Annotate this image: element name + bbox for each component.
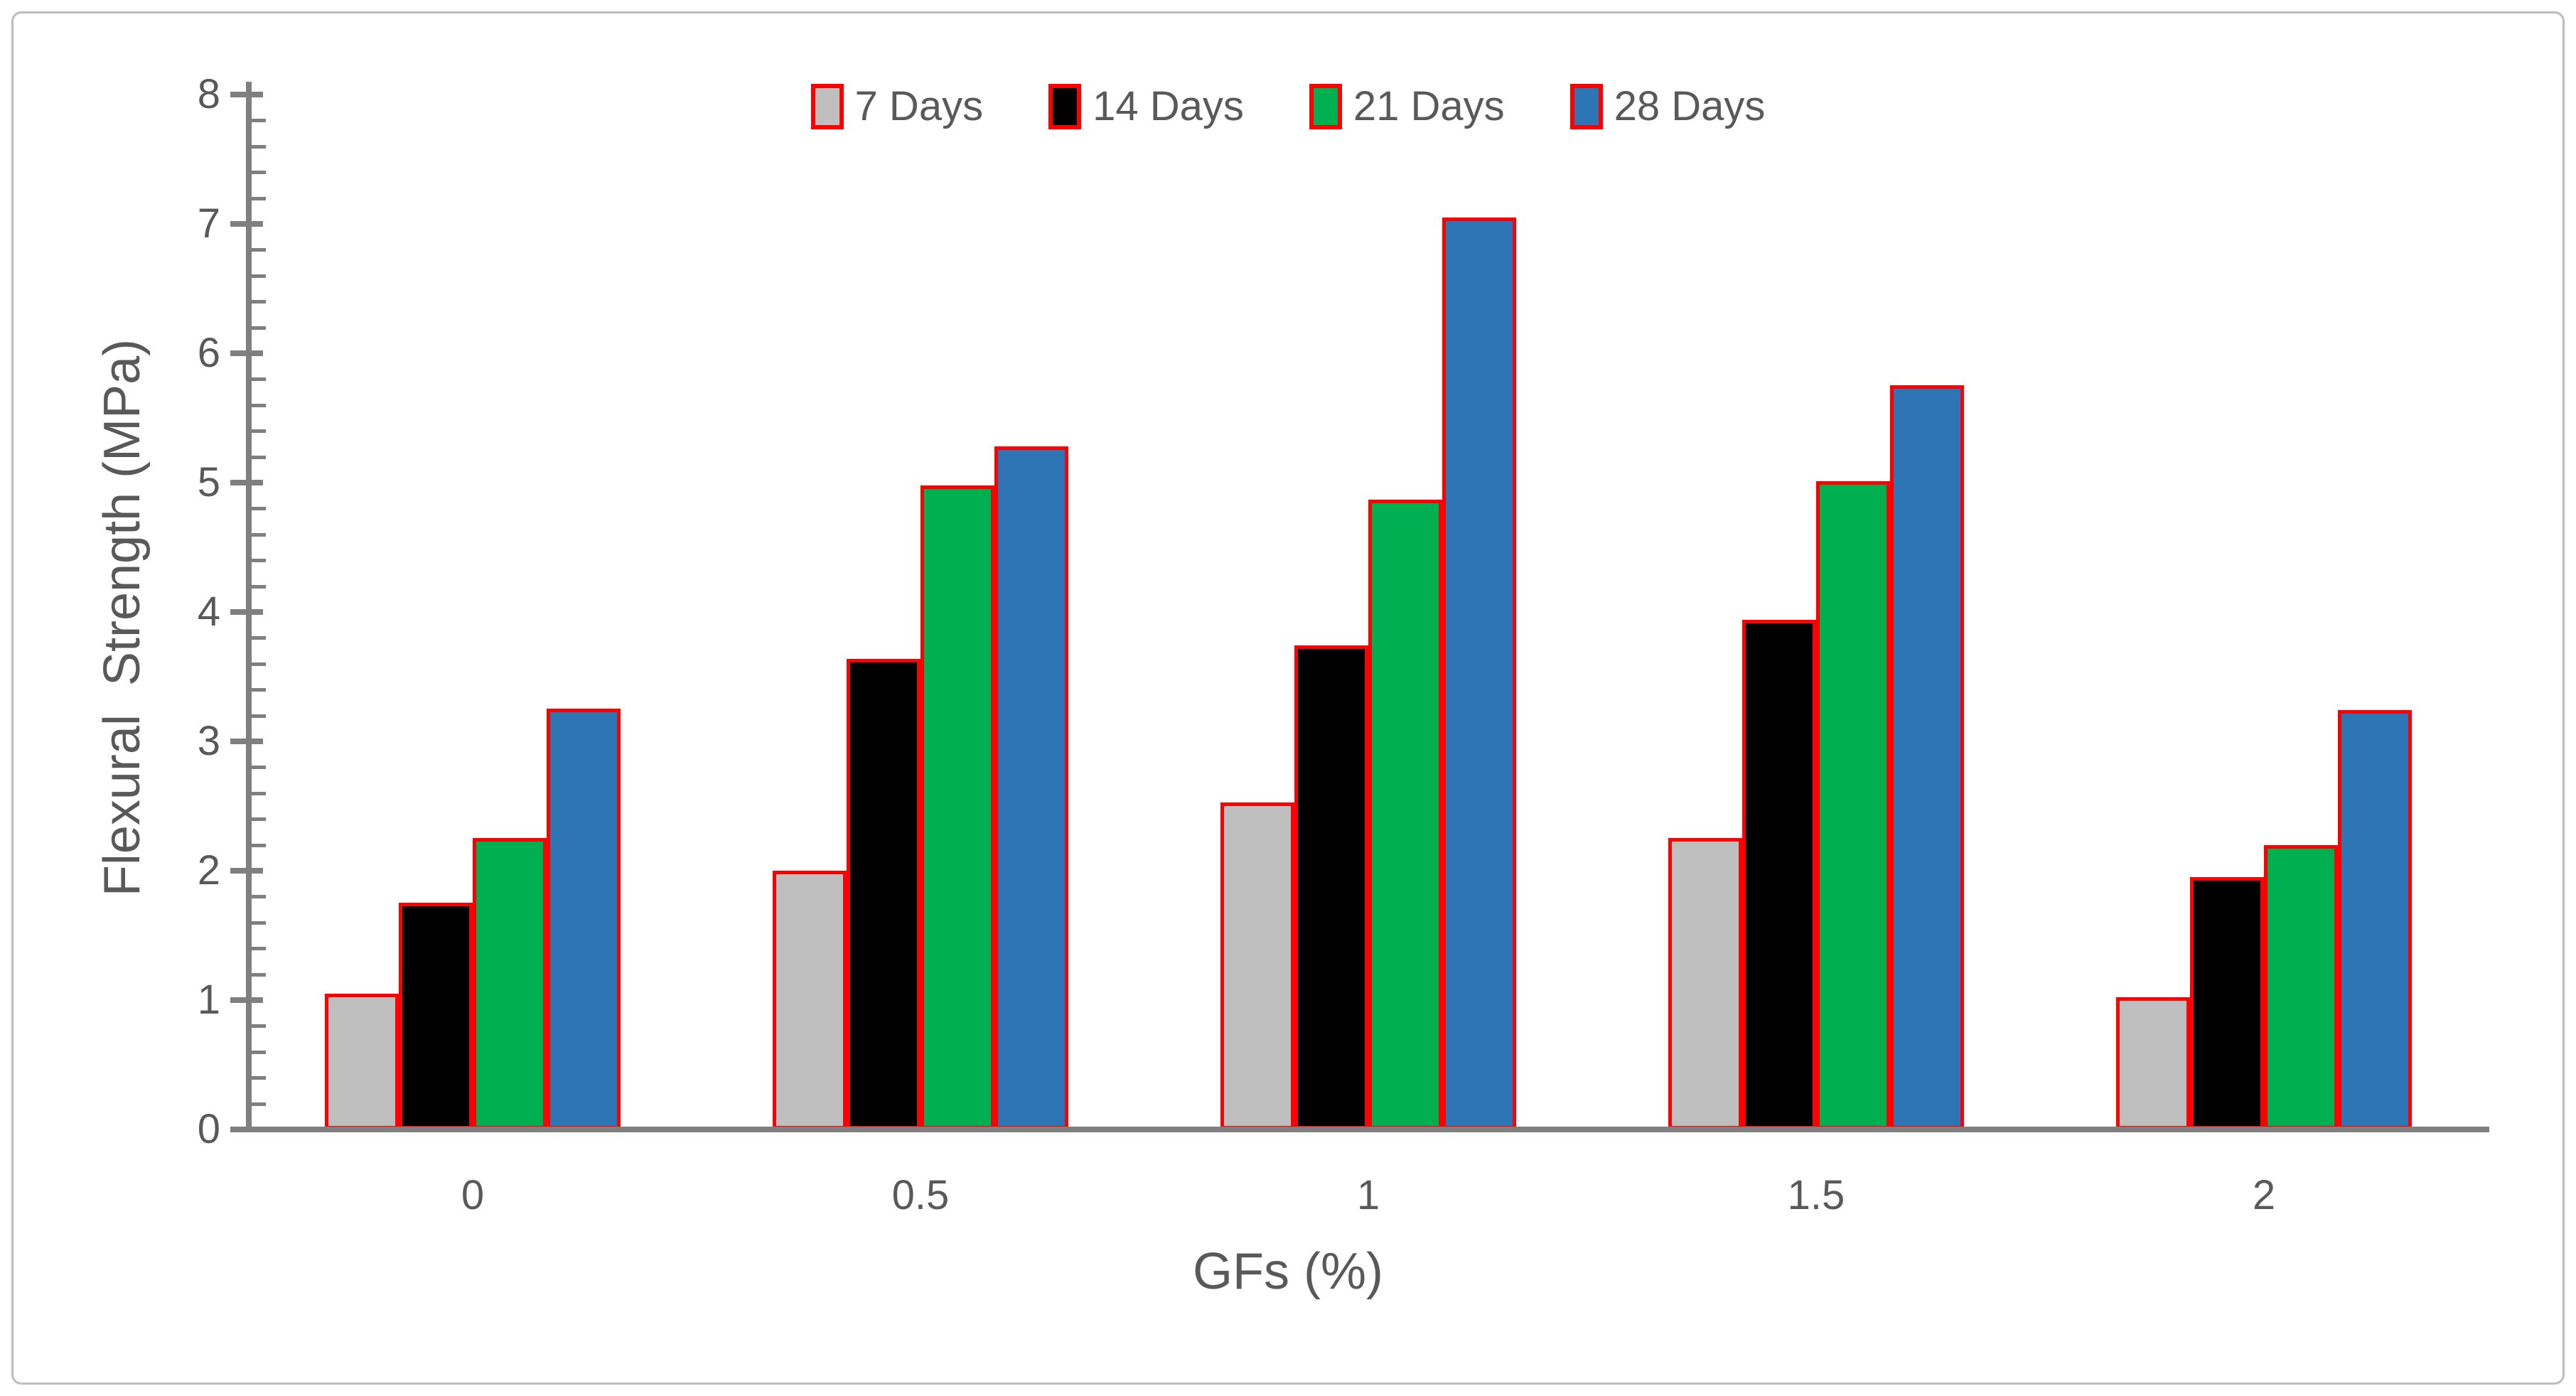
y-minor-tick [250, 688, 266, 692]
y-tick-label: 4 [197, 589, 220, 635]
y-tick-label: 8 [197, 71, 220, 117]
y-tick-label: 0 [197, 1106, 220, 1152]
y-minor-tick [250, 196, 266, 200]
y-minor-tick [250, 1102, 266, 1106]
y-minor-tick [250, 662, 266, 666]
legend-swatch-icon [810, 83, 844, 129]
legend-label: 28 Days [1614, 83, 1766, 129]
bar-21days-gf1.5 [1816, 481, 1890, 1129]
y-minor-tick [250, 714, 266, 718]
y-minor-tick [250, 455, 266, 459]
y-tick-label: 1 [197, 977, 220, 1023]
y-tick-label: 2 [197, 847, 220, 893]
y-minor-tick [250, 274, 266, 278]
bar-21days-gf2 [2264, 845, 2338, 1129]
x-axis-title: GFs (%) [1193, 1243, 1383, 1300]
bar-14days-gf0.5 [847, 659, 921, 1129]
bar-14days-gf2 [2190, 877, 2264, 1129]
y-minor-tick [250, 1050, 266, 1054]
y-tick-label: 5 [197, 459, 220, 505]
legend-item-14days: 14 Days [1048, 82, 1244, 130]
y-minor-tick [250, 1076, 266, 1080]
legend: 7 Days 14 Days 21 Days 28 Days [0, 82, 2576, 130]
y-minor-tick [250, 766, 266, 770]
x-tick-label: 0.5 [891, 1172, 950, 1218]
y-minor-tick [250, 559, 266, 563]
y-minor-tick [250, 248, 266, 252]
y-tick-label: 6 [197, 330, 220, 376]
bar-28days-gf1 [1442, 218, 1516, 1129]
y-tick-label: 7 [197, 200, 220, 247]
y-minor-tick [250, 119, 266, 123]
y-minor-tick [250, 1024, 266, 1029]
y-tick-label: 3 [197, 718, 220, 764]
y-minor-tick [250, 144, 266, 149]
bar-21days-gf0.5 [921, 485, 994, 1129]
y-minor-tick [250, 636, 266, 640]
x-tick-label: 1.5 [1787, 1172, 1845, 1218]
y-minor-tick [250, 843, 266, 847]
legend-item-21days: 21 Days [1309, 82, 1505, 130]
y-minor-tick [250, 429, 266, 434]
y-minor-tick [250, 403, 266, 407]
y-axis-line [246, 82, 252, 1132]
legend-label: 21 Days [1353, 83, 1505, 129]
bar-7days-gf1.5 [1668, 838, 1742, 1129]
y-minor-tick [250, 895, 266, 899]
y-minor-tick [250, 791, 266, 795]
bar-28days-gf0 [547, 709, 621, 1129]
y-minor-tick [250, 920, 266, 925]
legend-label: 14 Days [1093, 83, 1244, 129]
x-tick-label: 1 [1356, 1172, 1380, 1218]
legend-swatch-icon [1309, 83, 1342, 129]
y-minor-tick [250, 300, 266, 304]
bar-14days-gf1.5 [1742, 620, 1816, 1129]
y-minor-tick [250, 584, 266, 589]
x-tick-label: 2 [2252, 1172, 2276, 1218]
y-minor-tick [250, 532, 266, 537]
bar-14days-gf0 [399, 903, 473, 1129]
bar-7days-gf0.5 [773, 871, 847, 1129]
legend-label: 7 Days [854, 83, 984, 129]
bar-7days-gf0 [325, 994, 399, 1129]
bar-14days-gf1 [1294, 645, 1368, 1129]
legend-item-7days: 7 Days [810, 82, 984, 130]
bar-7days-gf2 [2116, 997, 2190, 1129]
bar-21days-gf0 [473, 838, 547, 1129]
bar-28days-gf1.5 [1890, 385, 1964, 1129]
bar-21days-gf1 [1368, 500, 1442, 1129]
legend-swatch-icon [1569, 83, 1603, 129]
bar-7days-gf1 [1220, 802, 1294, 1129]
y-minor-tick [250, 817, 266, 822]
y-minor-tick [250, 171, 266, 175]
bar-28days-gf0.5 [994, 446, 1068, 1129]
legend-swatch-icon [1048, 83, 1082, 129]
y-minor-tick [250, 326, 266, 330]
bar-28days-gf2 [2338, 710, 2412, 1129]
y-minor-tick [250, 507, 266, 511]
chart-frame [11, 11, 2565, 1385]
y-minor-tick [250, 947, 266, 951]
y-minor-tick [250, 972, 266, 977]
x-tick-label: 0 [461, 1172, 485, 1218]
x-axis-line [235, 1127, 2489, 1132]
y-minor-tick [250, 377, 266, 382]
legend-item-28days: 28 Days [1569, 82, 1766, 130]
